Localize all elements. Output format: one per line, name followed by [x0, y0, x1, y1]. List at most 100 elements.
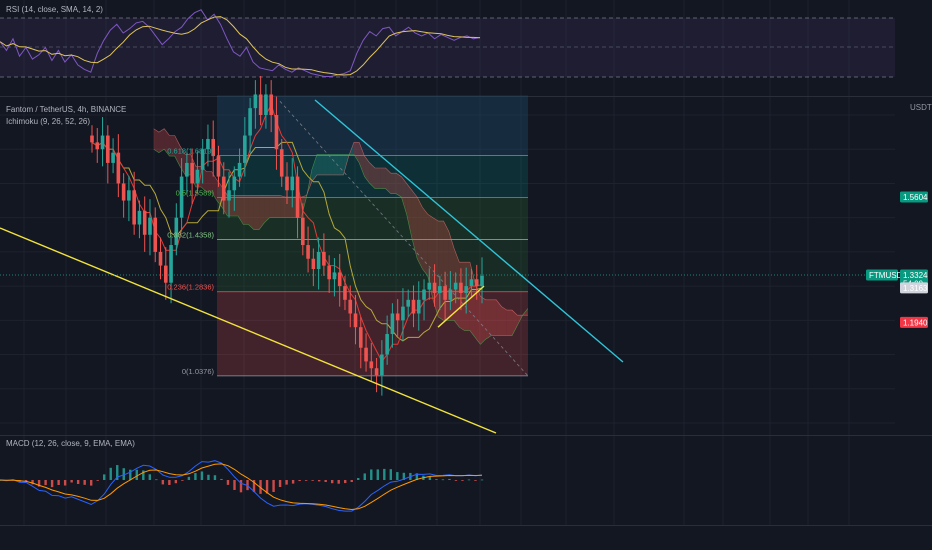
- candle-body: [216, 156, 221, 177]
- cloud-segment: [480, 296, 486, 345]
- cloud-segment: [485, 299, 491, 340]
- candle-body: [306, 245, 310, 259]
- price-tag-label: 1.3324: [903, 271, 928, 280]
- candle-body: [369, 361, 374, 369]
- macd-bar: [337, 480, 340, 484]
- short-trendline[interactable]: [437, 285, 485, 328]
- candle-body: [438, 286, 442, 293]
- macd-bar: [480, 479, 484, 481]
- macd-bar: [24, 480, 28, 482]
- candle-body: [322, 251, 326, 266]
- candle-body: [295, 176, 300, 218]
- macd-bar: [103, 474, 106, 480]
- cloud-segment: [311, 154, 318, 182]
- fib-labels: 0(1.0376) 0.236(1.2836) 0.382(1.4358) 0.5(1…: [167, 146, 214, 375]
- currency-label: USDT: [910, 103, 932, 112]
- candle-body: [337, 272, 342, 287]
- cloud-segment: [280, 195, 286, 218]
- cloud-segment: [512, 310, 518, 336]
- candle-body: [237, 162, 242, 177]
- candle-body: [422, 289, 426, 300]
- candle-body: [169, 245, 173, 283]
- macd-bar: [181, 480, 184, 481]
- cloud-segment: [364, 156, 370, 184]
- macd-bar: [317, 480, 321, 482]
- candle-body: [148, 217, 152, 235]
- cloud-segment: [332, 154, 339, 175]
- candle-body: [327, 265, 331, 280]
- macd-bar: [161, 480, 165, 485]
- macd-bar: [461, 480, 464, 481]
- candle-body: [464, 286, 468, 293]
- cloud-segment: [422, 207, 428, 276]
- macd-bar: [272, 480, 275, 492]
- cloud-segment: [253, 195, 260, 230]
- fib-level-label: 0.382(1.4358): [167, 231, 214, 240]
- macd-bar: [135, 469, 138, 480]
- cloud-segment: [174, 135, 181, 167]
- candle-body: [364, 347, 368, 362]
- cloud-segment: [317, 154, 323, 175]
- macd-bar: [389, 469, 393, 480]
- macd-bar: [70, 480, 73, 483]
- macd-bar: [129, 469, 132, 480]
- candle-body: [406, 299, 411, 307]
- macd-bar: [89, 480, 93, 486]
- macd-bar: [350, 480, 353, 483]
- price-panel[interactable]: Fantom / TetherUS, 4h, BINANCE Ichimoku …: [0, 75, 932, 434]
- candle-body: [153, 217, 158, 252]
- macd-bar: [200, 471, 204, 480]
- candle-body: [469, 279, 474, 287]
- macd-bar: [44, 480, 47, 486]
- rsi-panel[interactable]: RSI (14, close, SMA, 14, 2): [0, 5, 895, 78]
- candle-body: [185, 162, 189, 177]
- macd-bar: [285, 480, 288, 485]
- fib-zone: [217, 95, 528, 156]
- candle-body: [385, 334, 389, 355]
- macd-bar: [142, 470, 145, 480]
- resistance-trendline[interactable]: [314, 99, 624, 363]
- macd-bar: [31, 480, 34, 485]
- macd-bar: [428, 476, 432, 480]
- candle-body: [243, 135, 247, 163]
- cloud-segment: [290, 197, 296, 218]
- macd-bar: [96, 480, 99, 481]
- cloud-segment: [164, 128, 170, 157]
- macd-bar: [57, 480, 60, 486]
- candle-body: [111, 152, 115, 163]
- macd-bar: [259, 480, 262, 494]
- candle-body: [211, 138, 216, 157]
- support-trendline[interactable]: [0, 227, 497, 434]
- candle-body: [374, 368, 379, 376]
- macd-bar: [187, 476, 191, 480]
- candle-body: [459, 282, 463, 293]
- candle-body: [116, 152, 121, 184]
- price-tag-label: 1.1940: [903, 318, 928, 327]
- ichimoku-title: Ichimoku (9, 26, 52, 26): [6, 117, 90, 126]
- candle-body: [106, 135, 110, 163]
- macd-bar: [324, 480, 327, 482]
- candle-body: [100, 135, 105, 150]
- macd-bar: [174, 480, 178, 484]
- cloud-segment: [401, 176, 407, 215]
- macd-bar: [207, 474, 210, 480]
- candle-body: [121, 183, 126, 201]
- macd-panel[interactable]: MACD (12, 26, close, 9, EMA, EMA): [0, 439, 484, 512]
- candle-body: [443, 286, 447, 300]
- candle-body: [195, 169, 200, 184]
- cloud-segment: [438, 221, 444, 321]
- candle-body: [221, 176, 226, 201]
- macd-bar: [304, 480, 308, 481]
- macd-bar: [194, 473, 197, 480]
- candle-body: [348, 299, 353, 314]
- macd-bar: [220, 478, 223, 480]
- candle-body: [132, 190, 136, 225]
- price-title: Fantom / TetherUS, 4h, BINANCE: [6, 105, 126, 114]
- candle-body: [269, 94, 273, 115]
- candle-body: [290, 176, 295, 191]
- candle-body: [285, 176, 289, 191]
- cloud-segment: [158, 128, 165, 153]
- cloud-segment: [211, 171, 217, 201]
